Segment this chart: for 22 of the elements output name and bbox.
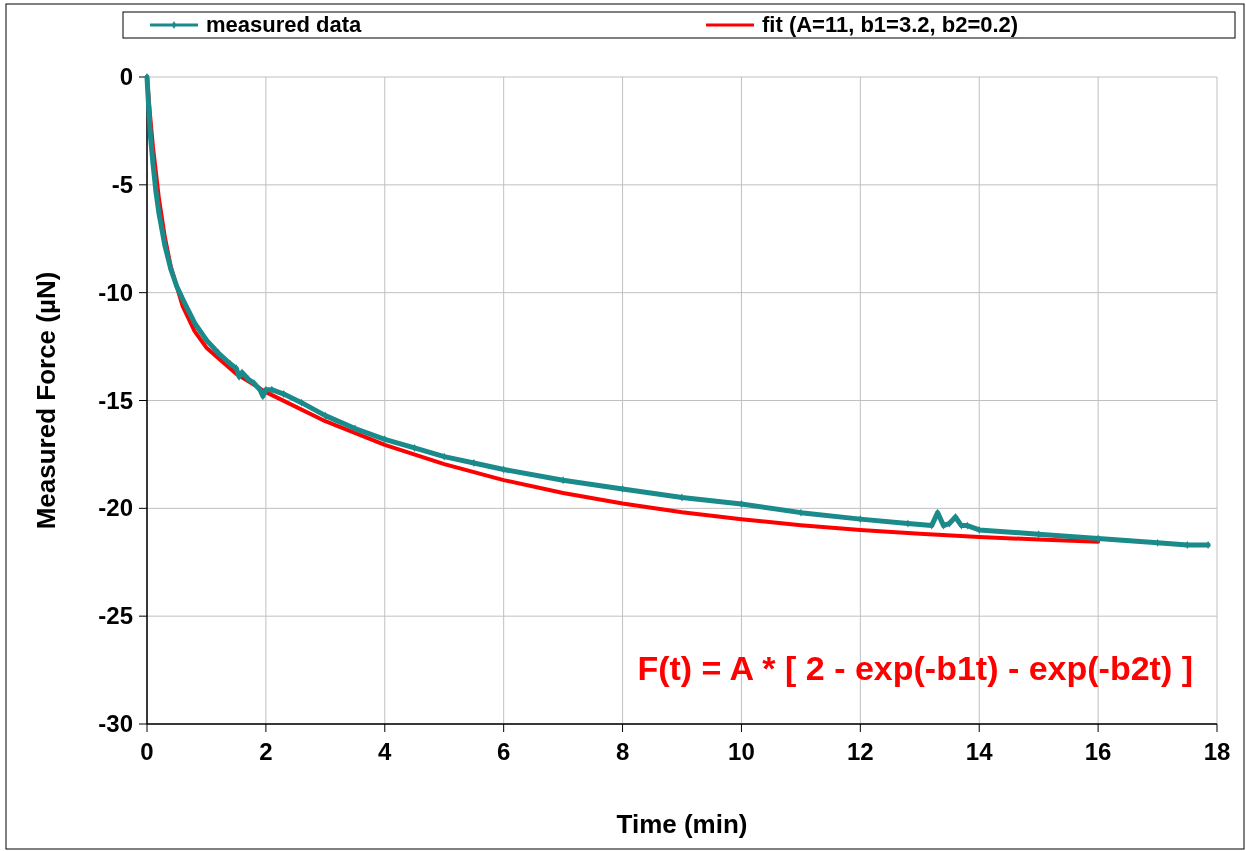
x-tick-label: 8: [615, 738, 630, 765]
y-tick-label: -20: [98, 494, 133, 522]
x-axis-title: Time (min): [616, 809, 748, 839]
y-tick-label: 0: [119, 63, 133, 90]
x-tick-label: 16: [1084, 738, 1112, 765]
legend-label: fit (A=11, b1=3.2, b2=0.2): [762, 12, 1019, 37]
x-tick-label: 6: [496, 738, 511, 765]
y-tick-label: -25: [98, 602, 133, 630]
y-tick-label: -5: [111, 170, 133, 198]
x-tick-label: 0: [140, 738, 154, 765]
x-tick-label: 4: [378, 738, 393, 765]
y-axis-title: Measured Force (µN): [31, 271, 61, 530]
x-tick-label: 10: [728, 738, 755, 765]
x-tick-label: 12: [846, 738, 874, 765]
y-tick-label: -30: [98, 710, 133, 737]
x-tick-label: 2: [259, 738, 273, 765]
legend-label: measured data: [206, 12, 363, 37]
y-tick-label: -10: [98, 278, 133, 306]
x-tick-label: 14: [965, 738, 994, 765]
x-tick-label: 18: [1203, 738, 1231, 765]
y-tick-label: -15: [98, 386, 133, 414]
annotation: F(t) = A * [ 2 - exp(-b1t) - exp(-b2t) ]: [637, 649, 1193, 687]
